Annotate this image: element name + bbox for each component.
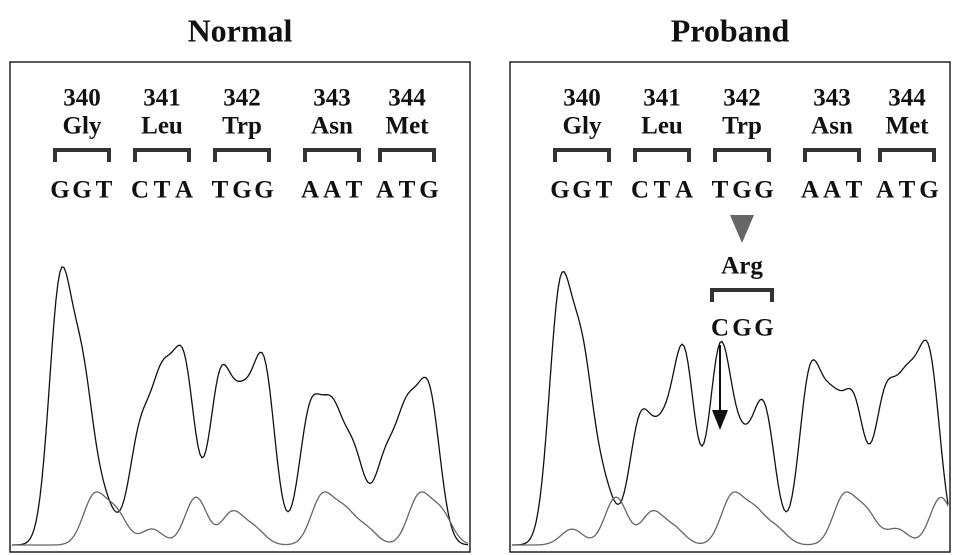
base: G	[550, 177, 569, 204]
mutant-base: G	[754, 315, 773, 342]
base: G	[419, 177, 438, 204]
codon-bracket	[635, 150, 689, 162]
base: G	[572, 177, 591, 204]
base: G	[919, 177, 938, 204]
codon-number: 340	[563, 85, 601, 112]
codon-number: 341	[143, 85, 181, 112]
codon-bracket	[555, 150, 609, 162]
mutant-base: C	[711, 315, 729, 342]
codon-number: 340	[63, 85, 101, 112]
amino-acid: Trp	[722, 113, 762, 140]
amino-acid: Trp	[222, 113, 262, 140]
base: T	[96, 177, 113, 204]
trace	[12, 267, 468, 545]
base: T	[212, 177, 229, 204]
base: A	[675, 177, 693, 204]
base: G	[72, 177, 91, 204]
codon-bracket	[880, 150, 934, 162]
mutation-arrowhead	[712, 410, 728, 430]
base: T	[846, 177, 863, 204]
base: G	[732, 177, 751, 204]
base: A	[376, 177, 394, 204]
codon-number: 344	[388, 85, 426, 112]
base: A	[175, 177, 193, 204]
amino-acid: Asn	[811, 113, 853, 140]
base: A	[823, 177, 841, 204]
base: A	[876, 177, 894, 204]
amino-acid: Leu	[641, 113, 683, 140]
base: C	[131, 177, 149, 204]
base: T	[346, 177, 363, 204]
codon-bracket	[805, 150, 859, 162]
amino-acid: Asn	[311, 113, 353, 140]
base: G	[254, 177, 273, 204]
amino-acid: Gly	[63, 113, 102, 140]
codon-bracket	[215, 150, 269, 162]
codon-bracket	[55, 150, 109, 162]
codon-number: 342	[723, 85, 761, 112]
figure: Normal340Gly341Leu342Trp343Asn344MetGGTC…	[0, 0, 960, 555]
codon-bracket	[715, 150, 769, 162]
codon-number: 343	[313, 85, 351, 112]
base: T	[899, 177, 916, 204]
base: G	[50, 177, 69, 204]
mutant-bracket	[712, 290, 772, 302]
mutant-amino-acid: Arg	[721, 253, 763, 280]
codon-bracket	[305, 150, 359, 162]
base: A	[301, 177, 319, 204]
codon-number: 343	[813, 85, 851, 112]
codon-bracket	[380, 150, 434, 162]
mutation-triangle	[730, 215, 754, 243]
base: G	[754, 177, 773, 204]
trace	[512, 272, 948, 545]
codon-number: 342	[223, 85, 261, 112]
base: T	[154, 177, 171, 204]
base: T	[712, 177, 729, 204]
base: T	[596, 177, 613, 204]
codon-number: 341	[643, 85, 681, 112]
trace	[12, 492, 468, 545]
amino-acid: Gly	[563, 113, 602, 140]
amino-acid: Met	[885, 113, 929, 140]
panel-title: Normal	[188, 12, 293, 48]
amino-acid: Leu	[141, 113, 183, 140]
base: A	[323, 177, 341, 204]
base: T	[399, 177, 416, 204]
base: T	[654, 177, 671, 204]
base: G	[232, 177, 251, 204]
mutant-base: G	[732, 315, 751, 342]
amino-acid: Met	[385, 113, 429, 140]
panel-title: Proband	[671, 12, 790, 48]
trace	[512, 492, 948, 545]
base: A	[801, 177, 819, 204]
codon-bracket	[135, 150, 189, 162]
codon-number: 344	[888, 85, 926, 112]
base: C	[631, 177, 649, 204]
